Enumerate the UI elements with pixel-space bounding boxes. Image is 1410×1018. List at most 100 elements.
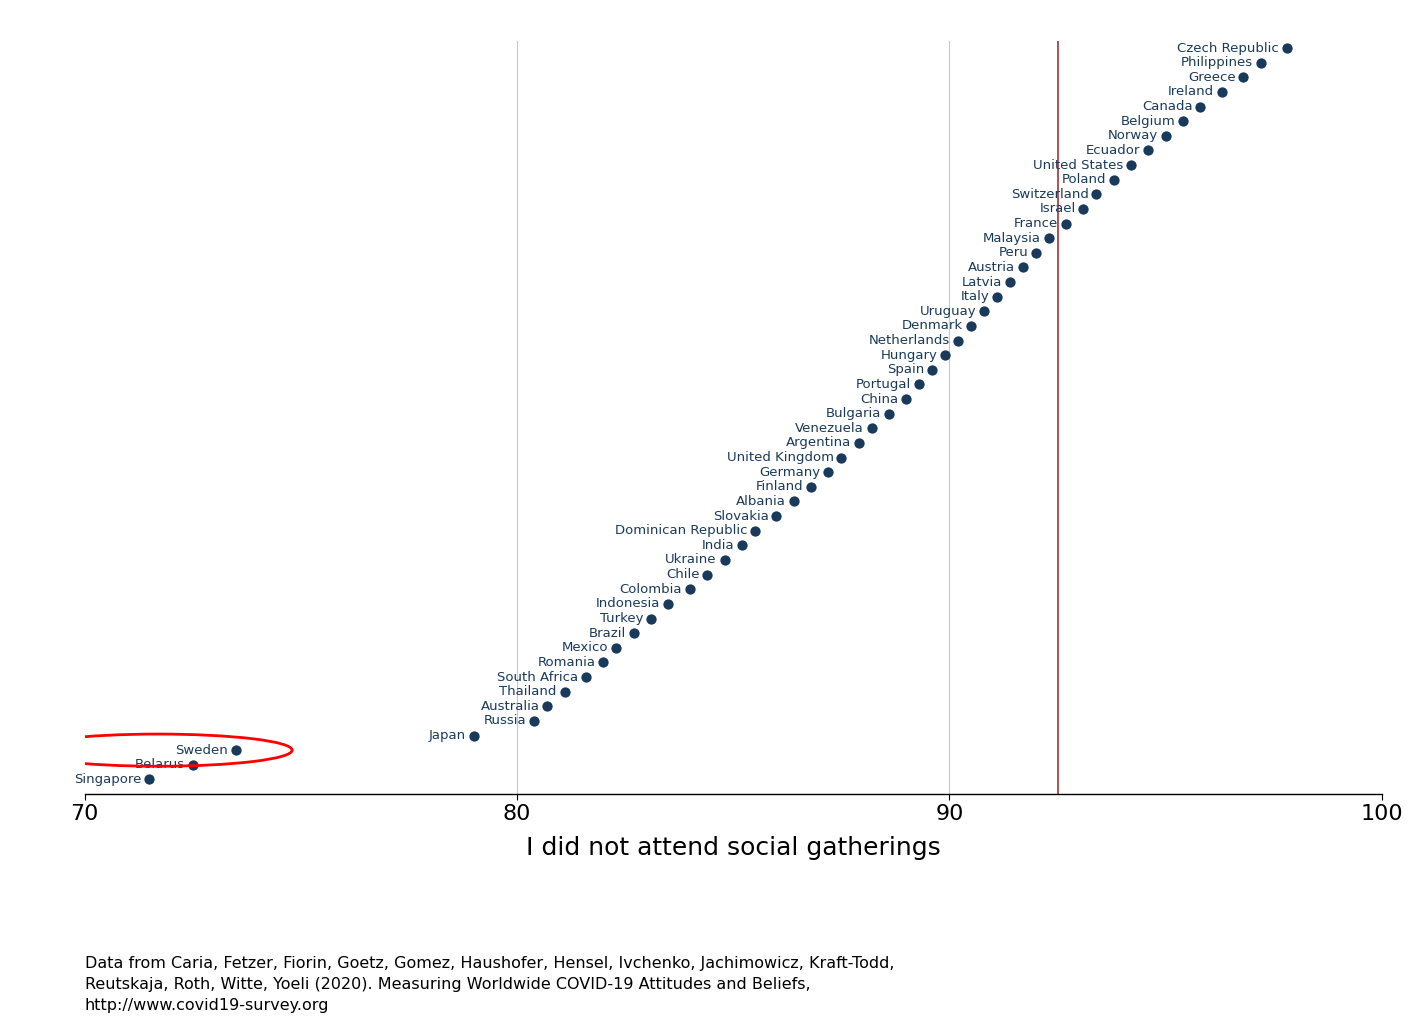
- Point: [1276, 40, 1299, 56]
- Text: Argentina: Argentina: [785, 437, 850, 450]
- Point: [973, 303, 995, 320]
- Text: United States: United States: [1034, 159, 1124, 172]
- Text: Dominican Republic: Dominican Republic: [615, 524, 747, 538]
- Point: [830, 450, 853, 466]
- Text: Finland: Finland: [756, 480, 804, 494]
- Text: Australia: Australia: [481, 699, 540, 713]
- Text: Indonesia: Indonesia: [596, 598, 660, 611]
- Text: Singapore: Singapore: [75, 773, 141, 786]
- Text: Peru: Peru: [998, 246, 1028, 260]
- Text: Sweden: Sweden: [175, 744, 228, 756]
- Point: [1025, 244, 1048, 261]
- Text: Spain: Spain: [887, 363, 925, 377]
- Point: [960, 318, 983, 334]
- Text: Norway: Norway: [1108, 129, 1158, 143]
- Point: [1136, 143, 1159, 159]
- Point: [536, 698, 558, 715]
- X-axis label: I did not attend social gatherings: I did not attend social gatherings: [526, 836, 940, 859]
- Point: [605, 639, 627, 656]
- Text: Italy: Italy: [960, 290, 990, 303]
- Point: [1038, 230, 1060, 246]
- Point: [743, 522, 766, 539]
- Text: Brazil: Brazil: [589, 627, 626, 639]
- Point: [713, 552, 736, 568]
- Point: [877, 405, 900, 421]
- Point: [523, 713, 546, 729]
- Text: Malaysia: Malaysia: [983, 232, 1041, 244]
- Text: Russia: Russia: [484, 715, 526, 728]
- Text: France: France: [1014, 217, 1059, 230]
- Text: Bulgaria: Bulgaria: [826, 407, 881, 420]
- Point: [1249, 55, 1272, 71]
- Text: Mexico: Mexico: [563, 641, 609, 655]
- Point: [1189, 99, 1211, 115]
- Point: [1055, 216, 1077, 232]
- Point: [908, 377, 931, 393]
- Text: Latvia: Latvia: [962, 276, 1003, 288]
- Text: Portugal: Portugal: [856, 378, 911, 391]
- Text: Philippines: Philippines: [1180, 56, 1253, 69]
- Point: [224, 742, 247, 758]
- Text: United Kingdom: United Kingdom: [726, 451, 833, 464]
- Point: [138, 772, 161, 788]
- Text: Hungary: Hungary: [880, 349, 938, 361]
- Point: [766, 508, 788, 524]
- Point: [575, 669, 598, 685]
- Point: [986, 288, 1008, 304]
- Point: [1120, 157, 1142, 173]
- Point: [783, 494, 805, 510]
- Point: [921, 361, 943, 378]
- Point: [592, 655, 615, 671]
- Text: Czech Republic: Czech Republic: [1177, 42, 1279, 55]
- Text: Japan: Japan: [429, 729, 465, 742]
- Text: Thailand: Thailand: [499, 685, 557, 698]
- Text: Uruguay: Uruguay: [919, 304, 976, 318]
- Point: [799, 478, 822, 495]
- Text: Netherlands: Netherlands: [869, 334, 950, 347]
- Text: Data from Caria, Fetzer, Fiorin, Goetz, Gomez, Haushofer, Hensel, Ivchenko, Jach: Data from Caria, Fetzer, Fiorin, Goetz, …: [85, 956, 894, 1013]
- Point: [998, 274, 1021, 290]
- Text: Greece: Greece: [1189, 71, 1235, 83]
- Point: [1232, 69, 1255, 86]
- Point: [1086, 186, 1108, 203]
- Text: Germany: Germany: [760, 465, 821, 478]
- Text: South Africa: South Africa: [498, 671, 578, 683]
- Text: Poland: Poland: [1062, 173, 1105, 186]
- Point: [697, 566, 719, 582]
- Point: [1011, 260, 1034, 276]
- Point: [678, 581, 701, 598]
- Point: [182, 756, 204, 773]
- Text: Switzerland: Switzerland: [1011, 187, 1089, 201]
- Text: China: China: [860, 393, 898, 405]
- Text: Albania: Albania: [736, 495, 785, 508]
- Point: [640, 611, 663, 627]
- Point: [847, 435, 870, 451]
- Point: [730, 538, 753, 554]
- Text: Colombia: Colombia: [619, 582, 682, 596]
- Point: [1072, 201, 1094, 217]
- Text: India: India: [701, 539, 735, 552]
- Text: Ireland: Ireland: [1167, 86, 1214, 99]
- Point: [1211, 83, 1234, 100]
- Text: Venezuela: Venezuela: [795, 421, 864, 435]
- Text: Ecuador: Ecuador: [1086, 144, 1141, 157]
- Text: Belarus: Belarus: [135, 758, 185, 772]
- Point: [657, 596, 680, 612]
- Point: [816, 464, 839, 480]
- Text: Chile: Chile: [666, 568, 699, 581]
- Point: [933, 347, 956, 363]
- Text: Romania: Romania: [537, 656, 595, 669]
- Point: [622, 625, 644, 641]
- Point: [1103, 172, 1125, 188]
- Point: [860, 420, 883, 437]
- Text: Canada: Canada: [1142, 100, 1193, 113]
- Point: [462, 728, 485, 744]
- Text: Slovakia: Slovakia: [713, 510, 768, 522]
- Point: [1172, 113, 1194, 129]
- Point: [1155, 127, 1177, 144]
- Point: [895, 391, 918, 407]
- Point: [553, 683, 575, 699]
- Text: Turkey: Turkey: [599, 612, 643, 625]
- Point: [946, 333, 969, 349]
- Text: Denmark: Denmark: [902, 320, 963, 333]
